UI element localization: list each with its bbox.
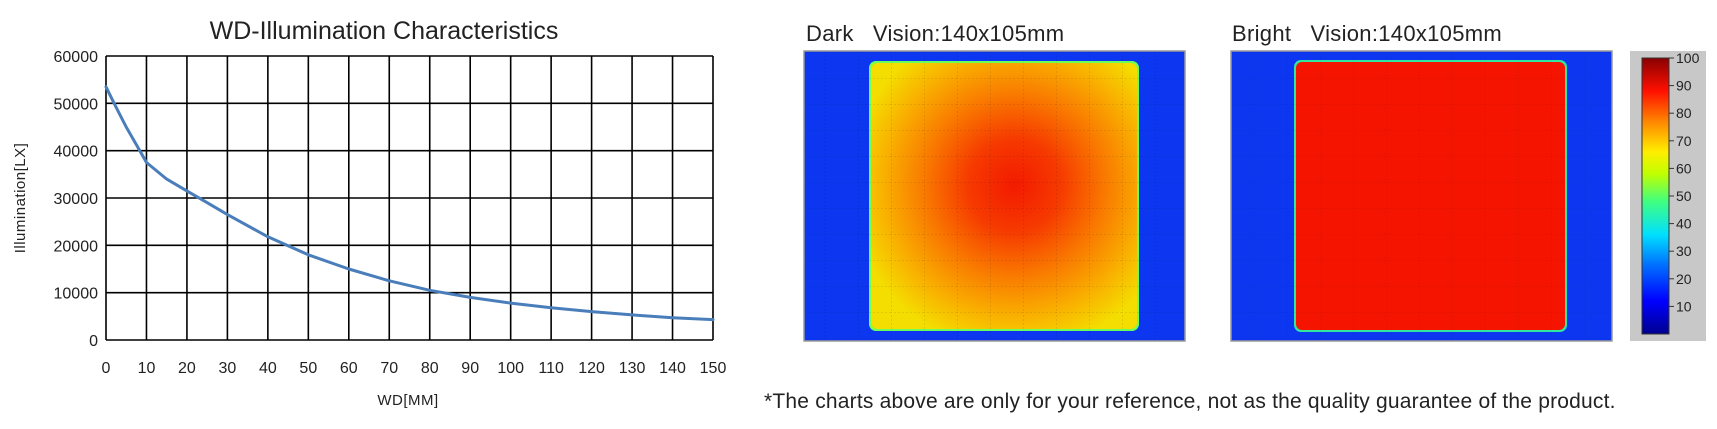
x-tick-label: 30 [219, 360, 237, 377]
colorbar-ticks: 100 90 80 70 60 50 40 30 20 10 [1669, 50, 1700, 314]
colorbar-tick-label: 10 [1676, 298, 1692, 314]
y-tick-label: 60000 [54, 49, 99, 66]
x-tick-label: 120 [578, 360, 605, 377]
colorbar-gradient [1641, 57, 1670, 335]
dark-heatmap-panel: Dark Vision:140x105mm [803, 21, 1186, 342]
x-tick-label: 110 [538, 360, 564, 377]
x-axis-label: WD[MM] [377, 392, 438, 409]
y-tick-label: 40000 [54, 144, 99, 161]
colorbar-tick-label: 20 [1676, 271, 1692, 287]
y-tick-label: 0 [89, 333, 98, 350]
colorbar-tick-label: 80 [1676, 105, 1692, 121]
dark-heatmap-grid [805, 52, 1184, 340]
line-chart: WD-Illumination Characteristics 0 10000 20… [12, 17, 726, 409]
y-axis-ticks: 0 10000 20000 30000 40000 50000 60000 [54, 49, 99, 350]
colorbar: 100 90 80 70 60 50 40 30 20 10 [1630, 50, 1706, 341]
x-tick-label: 0 [102, 360, 111, 377]
x-tick-label: 100 [497, 360, 524, 377]
x-tick-label: 130 [619, 360, 646, 377]
x-tick-label: 60 [340, 360, 358, 377]
x-tick-label: 10 [138, 360, 156, 377]
grid-lines [105, 55, 714, 341]
bright-heatmap-grid [1232, 52, 1611, 340]
bright-panel-title: Bright Vision:140x105mm [1232, 21, 1502, 46]
x-tick-label: 40 [259, 360, 277, 377]
bright-heatmap-panel: Bright Vision:140x105mm [1230, 21, 1613, 342]
x-tick-label: 50 [299, 360, 317, 377]
x-axis-ticks: 0 10 20 30 40 50 60 70 80 90 100 110 120 130 140 150 [102, 360, 727, 377]
y-tick-label: 50000 [54, 96, 99, 113]
colorbar-tick-label: 30 [1676, 243, 1692, 259]
x-tick-label: 80 [421, 360, 439, 377]
x-tick-label: 140 [659, 360, 686, 377]
colorbar-tick-label: 100 [1676, 50, 1700, 66]
y-axis-label: Illumination[LX] [12, 143, 29, 254]
colorbar-tick-label: 70 [1676, 133, 1692, 149]
x-tick-label: 20 [178, 360, 196, 377]
illumination-series-line [104, 85, 715, 322]
y-tick-label: 30000 [54, 191, 99, 208]
y-tick-label: 10000 [54, 286, 99, 303]
x-tick-label: 70 [380, 360, 398, 377]
footnote: *The charts above are only for your refe… [764, 390, 1616, 413]
chart-title: WD-Illumination Characteristics [210, 17, 559, 45]
colorbar-tick-label: 40 [1676, 216, 1692, 232]
y-tick-label: 20000 [54, 238, 99, 255]
colorbar-tick-label: 50 [1676, 188, 1692, 204]
colorbar-tick-label: 90 [1676, 78, 1692, 94]
colorbar-tick-label: 60 [1676, 160, 1692, 176]
x-tick-label: 150 [700, 360, 727, 377]
dark-panel-title: Dark Vision:140x105mm [806, 21, 1064, 46]
x-tick-label: 90 [461, 360, 479, 377]
